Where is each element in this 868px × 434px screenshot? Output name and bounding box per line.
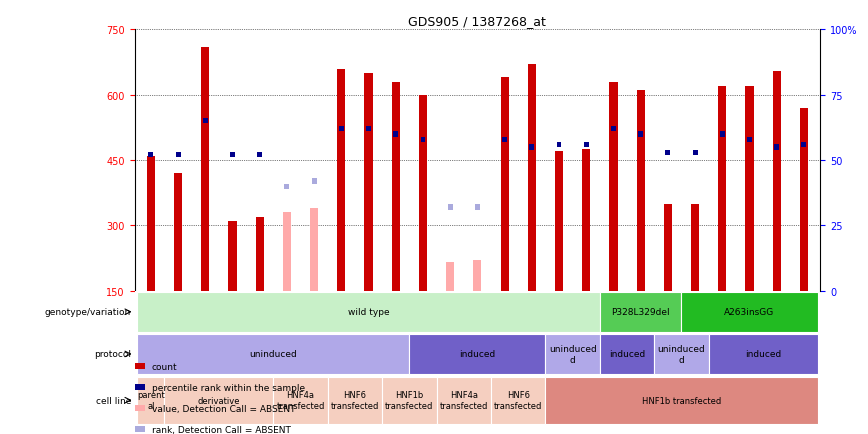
Bar	[365, 74, 372, 291]
Bar	[228, 221, 237, 291]
Text: induced: induced	[609, 350, 645, 358]
Bar	[528, 65, 536, 291]
Text: A263insGG: A263insGG	[725, 308, 774, 316]
Text: HNF4a
transfected: HNF4a transfected	[439, 391, 488, 410]
Text: HNF1b
transfected: HNF1b transfected	[385, 391, 433, 410]
Bar	[774, 145, 779, 150]
Text: induced: induced	[745, 350, 781, 358]
Bar	[448, 205, 452, 210]
Text: uninduced
d: uninduced d	[658, 345, 706, 364]
Bar	[600, 292, 681, 332]
Text: protocol: protocol	[94, 350, 131, 358]
Bar	[203, 119, 207, 124]
Bar	[666, 150, 670, 155]
Bar	[720, 132, 725, 137]
Bar	[137, 292, 600, 332]
Bar	[747, 137, 752, 142]
Bar	[446, 263, 454, 291]
Text: P328L329del: P328L329del	[611, 308, 670, 316]
Bar	[664, 204, 672, 291]
Bar	[773, 72, 781, 291]
Text: parent
al: parent al	[137, 391, 165, 410]
Bar	[503, 137, 507, 142]
Bar	[636, 91, 645, 291]
Bar	[201, 48, 209, 291]
Bar	[164, 377, 273, 424]
Bar	[693, 150, 698, 155]
Bar	[148, 153, 154, 158]
Bar	[137, 334, 410, 374]
Bar	[545, 334, 600, 374]
Text: HNF6
transfected: HNF6 transfected	[331, 391, 379, 410]
Bar	[283, 213, 291, 291]
Bar	[410, 334, 545, 374]
Bar	[545, 377, 818, 424]
Text: count: count	[152, 362, 178, 371]
Bar	[366, 127, 371, 132]
Bar	[391, 82, 400, 291]
Text: wild type: wild type	[348, 308, 390, 316]
Bar	[529, 145, 535, 150]
Bar	[137, 377, 164, 424]
Bar	[801, 142, 806, 148]
Text: rank, Detection Call = ABSENT: rank, Detection Call = ABSENT	[152, 425, 291, 434]
Bar	[600, 334, 654, 374]
Bar	[473, 260, 482, 291]
Bar	[393, 132, 398, 137]
Text: derivative: derivative	[198, 396, 240, 405]
Bar	[501, 78, 509, 291]
Text: percentile rank within the sample: percentile rank within the sample	[152, 383, 305, 392]
Bar	[420, 137, 425, 142]
Bar	[654, 334, 708, 374]
Bar	[419, 95, 427, 291]
Text: cell line: cell line	[95, 396, 131, 405]
Bar	[147, 156, 155, 291]
Text: value, Detection Call = ABSENT: value, Detection Call = ABSENT	[152, 404, 295, 413]
Text: HNF4a
transfected: HNF4a transfected	[276, 391, 325, 410]
Bar	[491, 377, 545, 424]
Text: induced: induced	[459, 350, 496, 358]
Text: genotype/variation: genotype/variation	[45, 308, 131, 316]
Bar	[338, 69, 345, 291]
Title: GDS905 / 1387268_at: GDS905 / 1387268_at	[409, 15, 546, 28]
Text: HNF6
transfected: HNF6 transfected	[494, 391, 542, 410]
Bar	[175, 153, 181, 158]
Bar	[584, 142, 589, 148]
Bar	[638, 132, 643, 137]
Bar	[718, 87, 727, 291]
Bar	[609, 82, 617, 291]
Bar	[230, 153, 235, 158]
Bar	[273, 377, 328, 424]
Bar	[328, 377, 382, 424]
Bar	[555, 152, 563, 291]
Text: HNF1b transfected: HNF1b transfected	[641, 396, 721, 405]
Text: uninduced: uninduced	[249, 350, 297, 358]
Bar	[475, 205, 480, 210]
Text: uninduced
d: uninduced d	[549, 345, 596, 364]
Bar	[582, 150, 590, 291]
Bar	[556, 142, 562, 148]
Bar	[681, 292, 818, 332]
Bar	[256, 217, 264, 291]
Bar	[382, 377, 437, 424]
Bar	[285, 184, 289, 189]
Bar	[708, 334, 818, 374]
Bar	[257, 153, 262, 158]
Bar	[799, 108, 808, 291]
Bar	[339, 127, 344, 132]
Bar	[174, 174, 182, 291]
Bar	[691, 204, 699, 291]
Bar	[437, 377, 491, 424]
Bar	[746, 87, 753, 291]
Bar	[310, 208, 319, 291]
Bar	[312, 179, 317, 184]
Bar	[611, 127, 616, 132]
